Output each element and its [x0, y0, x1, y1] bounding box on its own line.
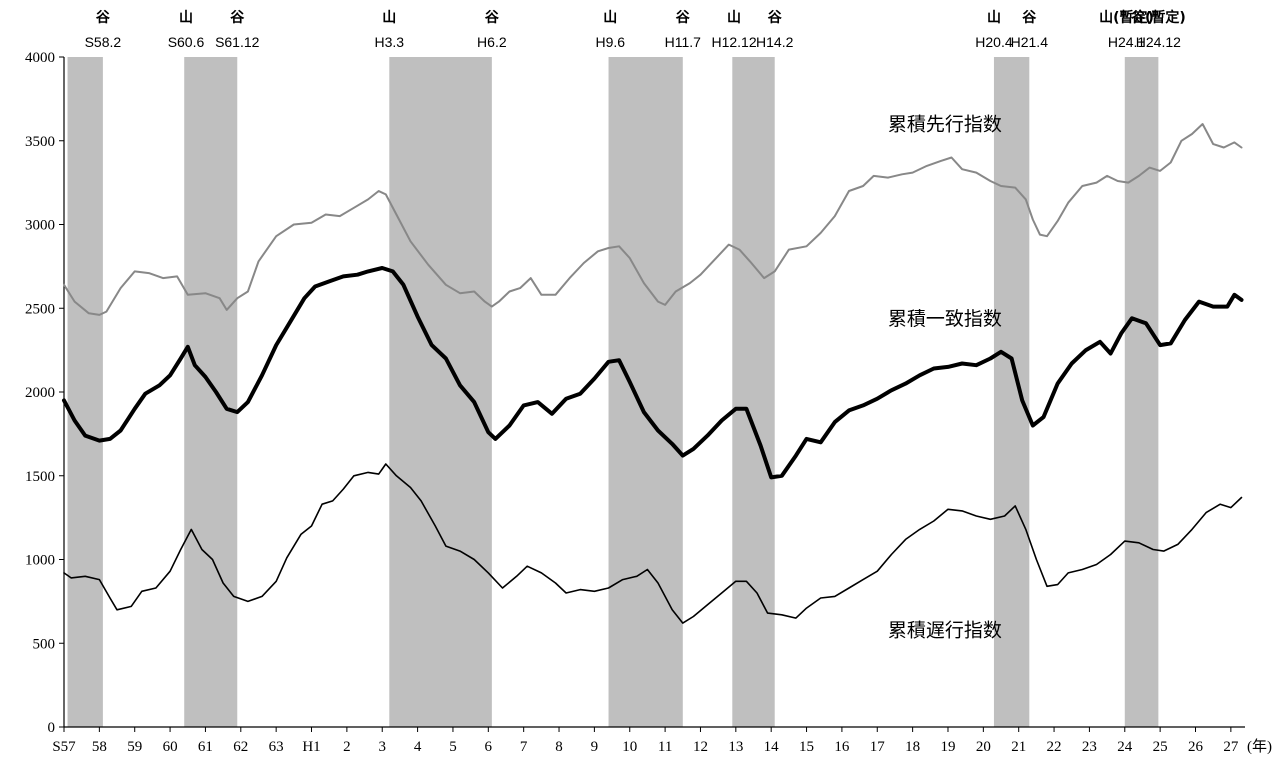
turning-point-date: S58.2: [85, 34, 122, 50]
recession-band: [184, 57, 238, 727]
x-tick-label: 23: [1082, 739, 1097, 755]
x-tick-label: 3: [378, 739, 386, 755]
x-tick-label: 16: [834, 739, 850, 755]
recession-band: [732, 57, 775, 727]
x-tick-label: 4: [414, 739, 422, 755]
x-tick-label: 11: [658, 739, 672, 755]
x-tick-label: 21: [1011, 739, 1026, 755]
x-tick-label: 24: [1117, 739, 1133, 755]
turning-point-kind: 山: [727, 10, 741, 26]
recession-band: [389, 57, 492, 727]
x-tick-label: 22: [1047, 739, 1062, 755]
turning-point-markers: 谷 S58.2 山 S60.6 谷 S61.12 山 H3.3 谷 H6.2 山 H9.6 谷 H11.7…: [85, 9, 1186, 50]
x-tick-label: 25: [1153, 739, 1168, 755]
series-line: [62, 266, 1244, 480]
turning-point-kind: 谷: [1022, 10, 1037, 26]
x-tick-label: 15: [799, 739, 814, 755]
y-tick-label: 1500: [25, 469, 55, 485]
series-label: 累積先行指数: [888, 114, 1002, 136]
x-tick-label: 62: [233, 739, 248, 755]
x-tick-label: 12: [693, 739, 708, 755]
turning-point-date: S61.12: [215, 34, 260, 50]
x-tick-label: 61: [198, 739, 213, 755]
y-tick-label: 2500: [25, 301, 55, 317]
turning-point-kind: 谷(暫定): [1131, 9, 1186, 26]
x-tick-label: 7: [520, 739, 528, 755]
x-tick-label: 13: [728, 739, 743, 755]
x-tick-label: 10: [622, 739, 637, 755]
turning-point-date: H14.2: [756, 34, 794, 50]
turning-point-kind: 谷: [96, 10, 111, 26]
recession-band: [993, 57, 1030, 727]
x-tick-label: S57: [52, 739, 76, 755]
turning-point-kind: 山: [603, 10, 617, 26]
x-tick-label: 5: [449, 739, 457, 755]
turning-point-kind: 谷: [676, 10, 691, 26]
recession-band: [1124, 57, 1159, 727]
x-axis-unit: (年): [1247, 738, 1272, 755]
series-line: [63, 463, 1243, 624]
x-tick-label: 6: [485, 739, 493, 755]
x-tick-label: 27: [1223, 739, 1239, 755]
turning-point-kind: 山: [382, 10, 396, 26]
turning-point-kind: 山: [179, 10, 193, 26]
turning-point-kind: 谷: [485, 10, 500, 26]
y-tick-label: 4000: [25, 50, 55, 66]
turning-point-date: H11.7: [665, 34, 702, 50]
y-tick-label: 3000: [25, 218, 55, 234]
series-lines: [62, 123, 1244, 624]
y-tick-label: 2000: [25, 385, 55, 401]
y-tick-label: 0: [48, 720, 56, 736]
x-tick-label: 17: [870, 739, 886, 755]
x-tick-label: 58: [92, 739, 107, 755]
recession-band: [608, 57, 683, 727]
x-tick-label: 19: [940, 739, 955, 755]
x-tick-label: 9: [591, 739, 599, 755]
x-tick-label: 14: [764, 739, 780, 755]
x-tick-label: 59: [127, 739, 142, 755]
y-tick-label: 1000: [25, 553, 55, 569]
turning-point-date: H9.6: [596, 34, 626, 50]
x-tick-label: 2: [343, 739, 351, 755]
turning-point-date: H24.12: [1136, 34, 1181, 50]
series-label: 累積遅行指数: [888, 620, 1002, 642]
turning-point-date: S60.6: [168, 34, 205, 50]
y-tick-label: 500: [33, 636, 56, 652]
turning-point-date: H20.4: [975, 34, 1013, 50]
turning-point-date: H24.1: [1108, 34, 1146, 50]
x-tick-label: 20: [976, 739, 991, 755]
recession-band: [67, 57, 103, 727]
x-tick-label: 8: [555, 739, 563, 755]
x-tick-label: 18: [905, 739, 920, 755]
x-tick-label: 26: [1188, 739, 1204, 755]
turning-point-kind: 谷: [768, 10, 783, 26]
x-tick-label: 60: [163, 739, 178, 755]
series-label: 累積一致指数: [888, 308, 1002, 330]
turning-point-date: H21.4: [1011, 34, 1049, 50]
turning-point-kind: 谷: [230, 10, 245, 26]
x-tick-label: H1: [302, 739, 320, 755]
turning-point-kind: 山: [987, 10, 1001, 26]
x-tick-label: 63: [269, 739, 284, 755]
y-tick-label: 3500: [25, 134, 55, 150]
turning-point-date: H12.12: [711, 34, 756, 50]
series-line: [63, 123, 1243, 316]
turning-point-date: H3.3: [375, 34, 405, 50]
recession-bands: [67, 57, 1159, 727]
turning-point-date: H6.2: [477, 34, 507, 50]
turning-point-kind: 山(暫定): [1099, 9, 1154, 26]
